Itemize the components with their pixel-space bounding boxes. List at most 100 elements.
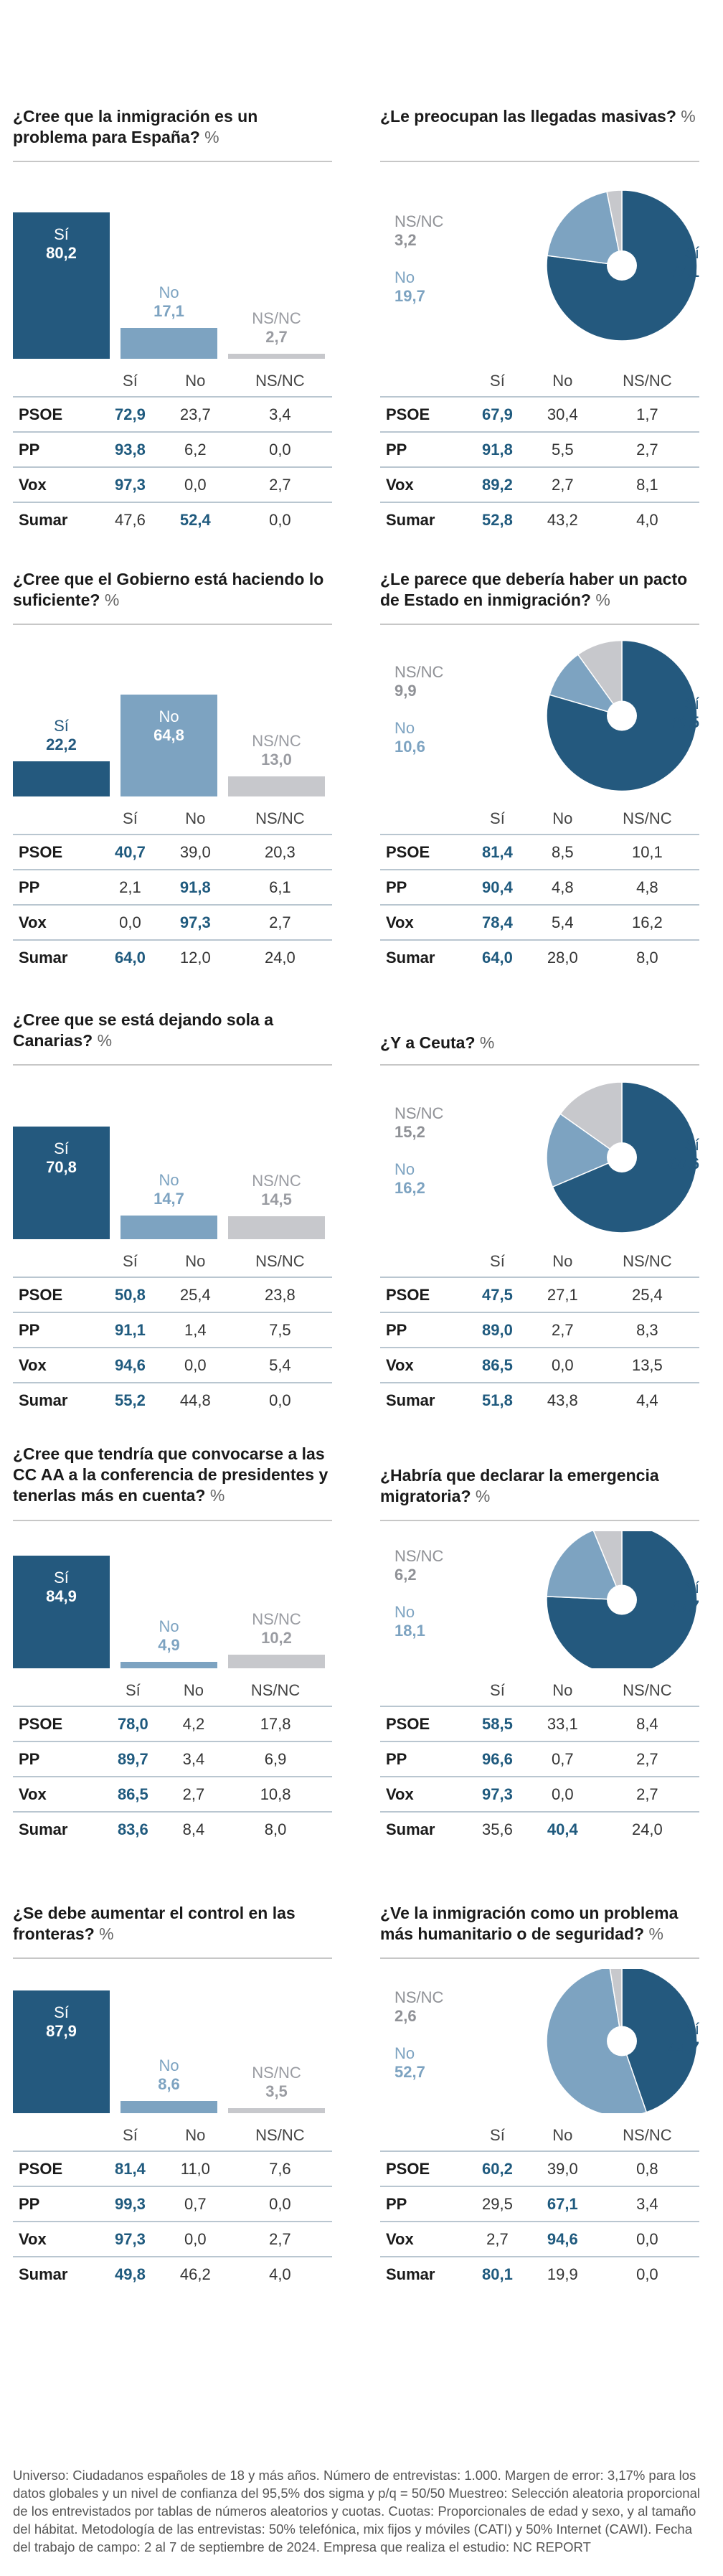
bar-value: 22,2 bbox=[46, 735, 77, 754]
party-name: PP bbox=[13, 1312, 98, 1348]
table-row: PSOE 60,2 39,0 0,8 bbox=[380, 2150, 699, 2186]
pie-label-nsnc: NS/NC 2,6 bbox=[394, 1988, 443, 2026]
table-cell: 39,0 bbox=[529, 2150, 595, 2186]
pie-label-si: Sí 68,6 bbox=[668, 1136, 699, 1173]
table-cell: 10,8 bbox=[219, 1776, 332, 1812]
table-col-header: No bbox=[552, 2126, 573, 2144]
pie-label-no: No 10,6 bbox=[394, 719, 425, 756]
table-col-header: NS/NC bbox=[255, 372, 305, 390]
table-cell: 2,7 bbox=[595, 431, 699, 467]
question-title: ¿Cree que la inmigración es un problema … bbox=[13, 106, 332, 156]
table-col-header: Sí bbox=[123, 809, 138, 827]
table-cell: 2,7 bbox=[529, 466, 595, 502]
table-cell: 30,4 bbox=[529, 396, 595, 432]
table-cell: 2,7 bbox=[595, 1741, 699, 1777]
bar-nsnc bbox=[228, 2108, 325, 2113]
table-cell: 3,4 bbox=[595, 2186, 699, 2222]
party-name: PP bbox=[380, 2186, 465, 2222]
table-cell: 50,8 bbox=[98, 1277, 163, 1312]
pie-label-no: No 18,1 bbox=[394, 1603, 425, 1640]
table-cell: 2,7 bbox=[465, 2221, 530, 2257]
party-name: Vox bbox=[380, 1347, 465, 1383]
bar-label-si: Sí 80,2 bbox=[13, 225, 110, 263]
title-rule bbox=[13, 161, 332, 162]
pie-slice-nsnc bbox=[592, 1531, 623, 1600]
table-cell: 24,0 bbox=[595, 1811, 699, 1846]
question-text: ¿Cree que la inmigración es un problema … bbox=[13, 107, 258, 146]
table-cell: 7,6 bbox=[227, 2150, 332, 2186]
table-cell: 51,8 bbox=[465, 1382, 530, 1417]
table-cell: 19,9 bbox=[529, 2256, 595, 2291]
table-cell: 10,1 bbox=[595, 834, 699, 870]
table-header-empty bbox=[13, 1675, 98, 1706]
table-cell: 2,7 bbox=[529, 1312, 595, 1348]
bar-category: NS/NC bbox=[252, 731, 301, 750]
table-cell: 78,0 bbox=[98, 1706, 169, 1741]
table-cell: 3,4 bbox=[168, 1741, 219, 1777]
table-row: Vox 78,4 5,4 16,2 bbox=[380, 904, 699, 940]
table-cell: 93,8 bbox=[98, 431, 163, 467]
party-name: PSOE bbox=[380, 834, 465, 870]
pie-label-nsnc: NS/NC 9,9 bbox=[394, 663, 443, 700]
table-col-header: No bbox=[552, 1681, 573, 1699]
pie-hole bbox=[607, 700, 637, 731]
table-header: Sí No NS/NC bbox=[380, 2120, 699, 2151]
pie-label-si: Sí 75,7 bbox=[668, 1579, 699, 1616]
table-row: PSOE 72,9 23,7 3,4 bbox=[13, 396, 332, 432]
table-cell: 97,3 bbox=[98, 2221, 163, 2257]
table-cell: 0,0 bbox=[98, 904, 163, 940]
table-cell: 94,6 bbox=[529, 2221, 595, 2257]
pie-category: No bbox=[394, 2044, 415, 2062]
party-name: Sumar bbox=[380, 1811, 465, 1846]
table-cell: 11,0 bbox=[162, 2150, 228, 2186]
question-text: ¿Habría que declarar la emergencia migra… bbox=[380, 1466, 659, 1505]
table-cell: 8,1 bbox=[595, 466, 699, 502]
title-rule bbox=[13, 1957, 332, 1959]
table-row: PP 89,0 2,7 8,3 bbox=[380, 1312, 699, 1348]
bar-value: 13,0 bbox=[261, 750, 292, 768]
table-cell: 99,3 bbox=[98, 2186, 163, 2222]
table-row: Sumar 35,6 40,4 24,0 bbox=[380, 1811, 699, 1846]
question-text: ¿Cree que tendría que convocarse a las C… bbox=[13, 1444, 329, 1505]
pie-category: NS/NC bbox=[394, 1988, 444, 2006]
table-cell: 7,5 bbox=[227, 1312, 332, 1348]
table-header: Sí No NS/NC bbox=[13, 804, 332, 835]
party-name: Sumar bbox=[13, 1382, 98, 1417]
pie-category: Sí bbox=[684, 244, 699, 262]
party-name: PP bbox=[380, 869, 465, 905]
table-cell: 5,4 bbox=[529, 904, 595, 940]
question-panel-8: ¿Habría que declarar la emergencia migra… bbox=[380, 1465, 699, 1848]
party-table: Sí No NS/NC PSOE 50,8 25,4 23,8 PP 91,1 1,4 7,5 Vox… bbox=[13, 1246, 332, 1417]
table-row: Vox 89,2 2,7 8,1 bbox=[380, 466, 699, 502]
pie-value: 19,7 bbox=[394, 287, 425, 305]
chart-area: Sí 87,9 No 8,6 NS/NC 3,5 bbox=[13, 1969, 332, 2113]
bar-label-nsnc: NS/NC 3,5 bbox=[228, 2064, 325, 2101]
table-cell: 33,1 bbox=[529, 1706, 595, 1741]
party-name: Vox bbox=[380, 1776, 465, 1812]
table-cell: 4,0 bbox=[227, 2256, 332, 2291]
table-cell: 0,0 bbox=[227, 502, 332, 537]
table-cell: 0,0 bbox=[227, 1382, 332, 1417]
bar-category: NS/NC bbox=[252, 1610, 301, 1629]
bar-value: 87,9 bbox=[46, 2021, 77, 2040]
table-cell: 25,4 bbox=[162, 1277, 228, 1312]
party-name: PP bbox=[13, 431, 98, 467]
bar-value: 70,8 bbox=[46, 1157, 77, 1176]
chart-area: Sí 84,9 No 4,9 NS/NC 10,2 bbox=[13, 1531, 332, 1668]
table-row: Sumar 47,6 52,4 0,0 bbox=[13, 502, 332, 537]
chart-area: Sí 79,5 NS/NC 9,9 No 10,6 bbox=[380, 635, 699, 796]
party-name: Vox bbox=[13, 466, 98, 502]
table-cell: 4,8 bbox=[529, 869, 595, 905]
unit-label: % bbox=[99, 1924, 114, 1943]
pie-slice-nsnc bbox=[559, 1081, 623, 1159]
question-title: ¿Habría que declarar la emergencia migra… bbox=[380, 1465, 699, 1515]
table-row: Sumar 64,0 28,0 8,0 bbox=[380, 939, 699, 974]
bar-label-no: No 14,7 bbox=[120, 1171, 217, 1208]
bar-no bbox=[120, 695, 217, 796]
pie-category: No bbox=[394, 1160, 415, 1178]
table-col-header: No bbox=[552, 372, 573, 390]
chart-area: Sí 44,7 NS/NC 2,6 No 52,7 bbox=[380, 1969, 699, 2113]
table-col-header: Sí bbox=[123, 1252, 138, 1270]
table-cell: 0,7 bbox=[529, 1741, 595, 1777]
table-header: Sí No NS/NC bbox=[13, 2120, 332, 2151]
